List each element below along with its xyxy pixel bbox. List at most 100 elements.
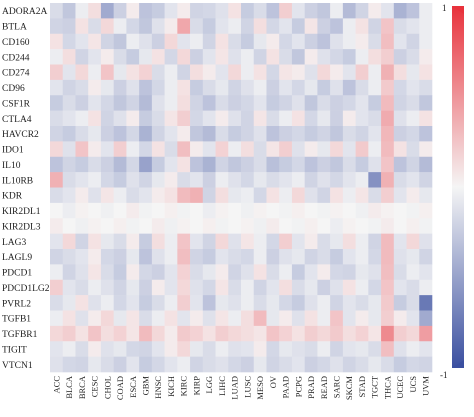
heatmap-cell — [113, 264, 127, 281]
heatmap-cell — [342, 156, 356, 173]
heatmap-cell — [241, 18, 255, 35]
heatmap-cell — [228, 141, 242, 158]
heatmap-cell — [406, 156, 420, 173]
heatmap-cell — [75, 295, 89, 311]
heatmap-cell — [50, 202, 64, 219]
row-label: CD244 — [2, 53, 30, 63]
heatmap-cell — [75, 218, 89, 234]
heatmap-cell — [126, 49, 140, 65]
heatmap-cell — [368, 49, 382, 65]
heatmap-cell — [355, 279, 369, 296]
heatmap-cell — [202, 172, 216, 188]
heatmap-cell — [393, 341, 407, 357]
heatmap-cell — [419, 187, 433, 204]
heatmap-cell — [368, 18, 382, 35]
heatmap-cell — [279, 295, 293, 311]
heatmap-cell — [406, 356, 420, 373]
heatmap-cell — [215, 110, 229, 127]
heatmap-cell — [317, 110, 331, 127]
heatmap-cell — [190, 187, 204, 204]
heatmap-cell — [342, 3, 356, 19]
column-label: TGCT — [370, 375, 380, 398]
heatmap-cell — [126, 95, 140, 111]
heatmap-cell — [100, 187, 114, 204]
heatmap-cell — [228, 218, 242, 234]
heatmap-cell — [291, 126, 305, 142]
heatmap-cell — [164, 95, 178, 111]
heatmap-cell — [330, 18, 344, 35]
heatmap-cell — [393, 233, 407, 250]
heatmap-cell — [406, 233, 420, 250]
heatmap-cell — [342, 325, 356, 342]
heatmap-cell — [215, 202, 229, 219]
heatmap-cell — [368, 187, 382, 204]
heatmap-cell — [253, 218, 267, 234]
heatmap-cell — [228, 64, 242, 81]
heatmap-cell — [355, 310, 369, 327]
heatmap-cell — [291, 64, 305, 81]
column-label: THCA — [382, 375, 392, 399]
heatmap-cell — [419, 33, 433, 50]
heatmap-cell — [317, 18, 331, 35]
column-label: PCPG — [293, 376, 303, 397]
heatmap-cell — [241, 356, 255, 373]
heatmap-cell — [393, 33, 407, 50]
heatmap-cell — [139, 110, 153, 127]
heatmap-cell — [279, 64, 293, 81]
heatmap-cell — [113, 95, 127, 111]
heatmap-cell — [151, 141, 165, 158]
heatmap-cell — [330, 126, 344, 142]
heatmap-cell — [266, 18, 280, 35]
heatmap-cell — [304, 79, 318, 96]
heatmap-cell — [164, 279, 178, 296]
heatmap-cell — [419, 3, 433, 19]
heatmap-cell — [393, 310, 407, 327]
heatmap-cell — [279, 110, 293, 127]
heatmap-cell — [215, 33, 229, 50]
heatmap-cell — [253, 33, 267, 50]
heatmap-cell — [126, 18, 140, 35]
heatmap-cell — [75, 172, 89, 188]
heatmap-cell — [241, 202, 255, 219]
heatmap-cell — [266, 202, 280, 219]
heatmap-cell — [419, 249, 433, 265]
heatmap-cell — [202, 356, 216, 373]
heatmap-cell — [75, 310, 89, 327]
heatmap-cell — [164, 126, 178, 142]
column-label: PAAD — [281, 376, 291, 398]
heatmap-cell — [75, 264, 89, 281]
heatmap-cell — [253, 325, 267, 342]
heatmap-cell — [317, 356, 331, 373]
heatmap-cell — [253, 233, 267, 250]
heatmap-cell — [75, 341, 89, 357]
heatmap-cell — [50, 3, 64, 19]
heatmap-cell — [202, 95, 216, 111]
heatmap-cell — [355, 79, 369, 96]
heatmap-cell — [406, 310, 420, 327]
column-label: KICH — [166, 376, 176, 397]
heatmap-cell — [100, 233, 114, 250]
heatmap-cell — [113, 33, 127, 50]
heatmap-cell — [368, 172, 382, 188]
row-label: LAG3 — [2, 238, 27, 248]
heatmap-cell — [139, 64, 153, 81]
heatmap-cell — [75, 187, 89, 204]
heatmap-cell — [50, 310, 64, 327]
heatmap-cell — [228, 295, 242, 311]
heatmap-cell — [190, 3, 204, 19]
heatmap-cell — [190, 18, 204, 35]
heatmap-cell — [304, 341, 318, 357]
heatmap-cell — [126, 264, 140, 281]
heatmap-cell — [291, 156, 305, 173]
heatmap-cell — [139, 33, 153, 50]
heatmap-cell — [88, 279, 102, 296]
heatmap-cell — [190, 126, 204, 142]
heatmap-cell — [406, 3, 420, 19]
heatmap-cell — [317, 64, 331, 81]
heatmap-cell — [266, 264, 280, 281]
heatmap-cell — [177, 95, 191, 111]
heatmap-cell — [113, 356, 127, 373]
heatmap-cell — [215, 172, 229, 188]
color-legend-bar — [452, 6, 464, 368]
heatmap-cell — [100, 49, 114, 65]
